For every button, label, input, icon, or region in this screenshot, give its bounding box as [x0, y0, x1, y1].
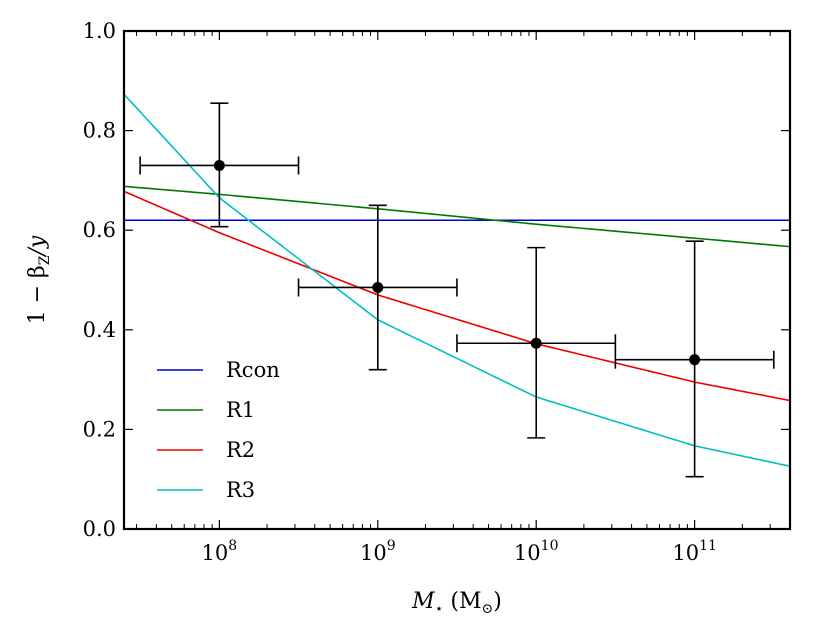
x-tick-label: 109 [360, 538, 396, 565]
legend-item-r1: R1 [157, 398, 255, 422]
data-marker [689, 354, 701, 366]
legend-label: R1 [226, 398, 255, 422]
legend-label: R2 [226, 438, 255, 462]
y-axis-label: 1 − βZ/y [25, 235, 53, 324]
legend-label: Rcon [226, 358, 280, 382]
y-tick-label: 1.0 [83, 19, 116, 43]
x-tick-label: 1010 [514, 538, 559, 565]
legend-item-rcon: Rcon [157, 358, 280, 382]
data-marker [530, 337, 542, 349]
x-tick-label: 1011 [672, 538, 717, 565]
data-point-4 [614, 240, 775, 478]
y-tick-label: 0.4 [83, 318, 116, 342]
series-line-r3 [124, 93, 790, 468]
data-point-3 [456, 246, 617, 439]
data-marker [213, 159, 225, 171]
series-line-r2 [124, 190, 790, 402]
legend-item-r2: R2 [157, 438, 255, 462]
y-tick-label: 0.8 [83, 119, 116, 143]
data-point-2 [297, 204, 458, 371]
legend-label: R3 [226, 478, 255, 502]
x-axis-label: M⋆ (M⊙) [411, 589, 502, 617]
series-line-r1 [124, 185, 790, 248]
x-tick-label: 108 [202, 538, 238, 565]
y-tick-label: 0.2 [83, 417, 116, 441]
y-tick-label: 0.6 [83, 218, 116, 242]
data-marker [372, 281, 384, 293]
data-point-1 [139, 102, 300, 228]
legend-item-r3: R3 [157, 478, 255, 502]
plot-frame [122, 29, 792, 531]
y-tick-label: 0.0 [83, 517, 116, 541]
